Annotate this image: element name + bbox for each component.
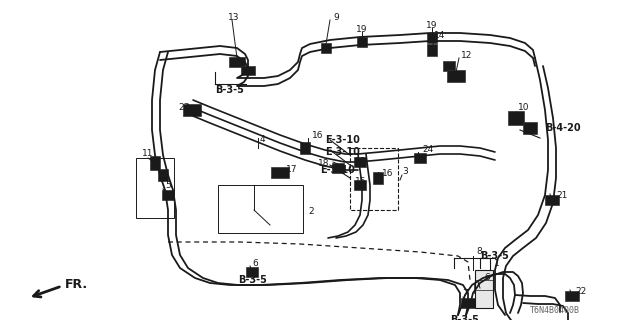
Text: 10: 10 bbox=[518, 103, 529, 113]
Bar bbox=[414, 153, 426, 163]
Bar bbox=[373, 172, 383, 184]
Text: 15: 15 bbox=[355, 157, 367, 166]
Text: 12: 12 bbox=[461, 52, 472, 60]
Text: 9: 9 bbox=[333, 12, 339, 21]
Bar bbox=[300, 142, 310, 154]
Bar bbox=[443, 61, 455, 71]
Bar bbox=[150, 156, 160, 170]
Bar bbox=[427, 44, 437, 56]
Text: 14: 14 bbox=[434, 31, 445, 41]
Text: E-3-10: E-3-10 bbox=[325, 147, 360, 157]
Bar bbox=[475, 270, 493, 308]
Text: 19: 19 bbox=[426, 21, 438, 30]
Bar bbox=[332, 163, 344, 173]
Bar bbox=[357, 37, 367, 47]
Bar bbox=[354, 157, 366, 167]
Bar bbox=[183, 104, 201, 116]
Text: 13: 13 bbox=[228, 12, 239, 21]
Bar bbox=[427, 33, 437, 43]
Text: E-3-10: E-3-10 bbox=[320, 165, 355, 175]
Text: 19: 19 bbox=[356, 26, 367, 35]
Bar bbox=[565, 291, 579, 301]
Bar bbox=[321, 43, 331, 53]
Text: 21: 21 bbox=[556, 191, 568, 201]
Text: 23: 23 bbox=[178, 103, 189, 113]
Text: 4: 4 bbox=[260, 135, 266, 145]
Bar bbox=[508, 111, 524, 125]
Bar bbox=[158, 169, 168, 181]
Bar bbox=[523, 122, 537, 134]
Bar bbox=[461, 298, 475, 308]
Bar bbox=[246, 267, 258, 277]
Text: 17: 17 bbox=[286, 165, 298, 174]
Bar bbox=[354, 180, 366, 190]
Bar bbox=[162, 190, 174, 200]
Text: 6: 6 bbox=[484, 274, 490, 283]
Text: 15: 15 bbox=[355, 178, 367, 187]
Text: B-3-5: B-3-5 bbox=[238, 275, 267, 285]
Text: 7: 7 bbox=[462, 289, 468, 298]
Text: B-3-5: B-3-5 bbox=[450, 315, 479, 320]
Text: 18: 18 bbox=[318, 159, 330, 169]
Bar bbox=[218, 185, 303, 233]
Text: B-4-20: B-4-20 bbox=[545, 123, 580, 133]
Bar bbox=[447, 70, 465, 82]
Text: 3: 3 bbox=[402, 167, 408, 177]
Text: 22: 22 bbox=[575, 287, 586, 297]
Bar bbox=[241, 66, 255, 75]
Bar bbox=[350, 148, 398, 210]
Bar bbox=[271, 166, 289, 178]
Text: T6N4B0400B: T6N4B0400B bbox=[530, 306, 580, 315]
Text: 24: 24 bbox=[422, 146, 433, 155]
Text: FR.: FR. bbox=[65, 278, 88, 292]
Bar bbox=[545, 195, 559, 205]
Text: 1: 1 bbox=[494, 260, 500, 268]
Text: 16: 16 bbox=[382, 170, 394, 179]
Text: 5: 5 bbox=[165, 180, 171, 189]
Text: 6: 6 bbox=[252, 260, 258, 268]
Bar bbox=[474, 283, 486, 293]
Bar bbox=[229, 57, 245, 67]
Text: 8: 8 bbox=[476, 247, 482, 257]
Text: E-3-10: E-3-10 bbox=[325, 135, 360, 145]
Bar bbox=[136, 158, 174, 218]
Text: 11: 11 bbox=[142, 149, 154, 158]
Text: 2: 2 bbox=[308, 207, 314, 217]
Text: 16: 16 bbox=[312, 132, 323, 140]
Text: B-3-5: B-3-5 bbox=[215, 85, 244, 95]
Text: B-3-5: B-3-5 bbox=[480, 251, 509, 261]
